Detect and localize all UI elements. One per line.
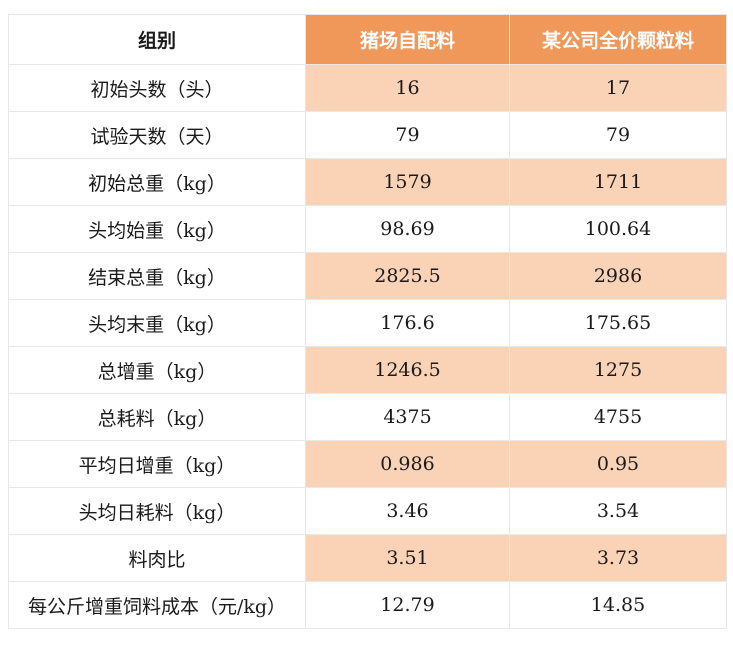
comparison-table-container: 组别 猪场自配料 某公司全价颗粒料 初始头数（头） 16 17 试验天数（天） … [8, 14, 727, 629]
farm-feed-value: 98.69 [305, 205, 510, 253]
row-label: 总耗料（kg） [8, 393, 306, 441]
row-label: 头均日耗料（kg） [8, 487, 306, 535]
company-feed-value: 3.73 [509, 534, 727, 582]
table-row: 头均日耗料（kg） 3.46 3.54 [8, 487, 727, 535]
farm-feed-value: 3.46 [305, 487, 510, 535]
farm-feed-value: 12.79 [305, 581, 510, 629]
farm-feed-value: 1579 [305, 158, 510, 206]
farm-feed-value: 79 [305, 111, 510, 159]
feed-comparison-table: 组别 猪场自配料 某公司全价颗粒料 初始头数（头） 16 17 试验天数（天） … [8, 14, 727, 629]
company-feed-value: 79 [509, 111, 727, 159]
table-row: 每公斤增重饲料成本（元/kg） 12.79 14.85 [8, 581, 727, 629]
header-company-feed: 某公司全价颗粒料 [509, 14, 727, 65]
row-label: 每公斤增重饲料成本（元/kg） [8, 581, 306, 629]
farm-feed-value: 4375 [305, 393, 510, 441]
company-feed-value: 0.95 [509, 440, 727, 488]
table-row: 头均始重（kg） 98.69 100.64 [8, 205, 727, 253]
row-label: 结束总重（kg） [8, 252, 306, 300]
row-label: 平均日增重（kg） [8, 440, 306, 488]
company-feed-value: 2986 [509, 252, 727, 300]
farm-feed-value: 176.6 [305, 299, 510, 347]
row-label: 头均末重（kg） [8, 299, 306, 347]
company-feed-value: 100.64 [509, 205, 727, 253]
table-row: 头均末重（kg） 176.6 175.65 [8, 299, 727, 347]
row-label: 初始总重（kg） [8, 158, 306, 206]
farm-feed-value: 0.986 [305, 440, 510, 488]
header-farm-feed: 猪场自配料 [305, 14, 510, 65]
company-feed-value: 3.54 [509, 487, 727, 535]
company-feed-value: 1711 [509, 158, 727, 206]
company-feed-value: 4755 [509, 393, 727, 441]
table-row: 初始头数（头） 16 17 [8, 64, 727, 112]
header-group: 组别 [8, 14, 306, 65]
farm-feed-value: 3.51 [305, 534, 510, 582]
row-label: 头均始重（kg） [8, 205, 306, 253]
table-row: 总增重（kg） 1246.5 1275 [8, 346, 727, 394]
table-row: 平均日增重（kg） 0.986 0.95 [8, 440, 727, 488]
company-feed-value: 14.85 [509, 581, 727, 629]
row-label: 料肉比 [8, 534, 306, 582]
row-label: 初始头数（头） [8, 64, 306, 112]
farm-feed-value: 2825.5 [305, 252, 510, 300]
table-row: 结束总重（kg） 2825.5 2986 [8, 252, 727, 300]
table-row: 料肉比 3.51 3.73 [8, 534, 727, 582]
table-row: 试验天数（天） 79 79 [8, 111, 727, 159]
table-header-row: 组别 猪场自配料 某公司全价颗粒料 [8, 14, 727, 65]
company-feed-value: 17 [509, 64, 727, 112]
row-label: 总增重（kg） [8, 346, 306, 394]
row-label: 试验天数（天） [8, 111, 306, 159]
table-row: 初始总重（kg） 1579 1711 [8, 158, 727, 206]
farm-feed-value: 16 [305, 64, 510, 112]
company-feed-value: 1275 [509, 346, 727, 394]
table-row: 总耗料（kg） 4375 4755 [8, 393, 727, 441]
company-feed-value: 175.65 [509, 299, 727, 347]
farm-feed-value: 1246.5 [305, 346, 510, 394]
